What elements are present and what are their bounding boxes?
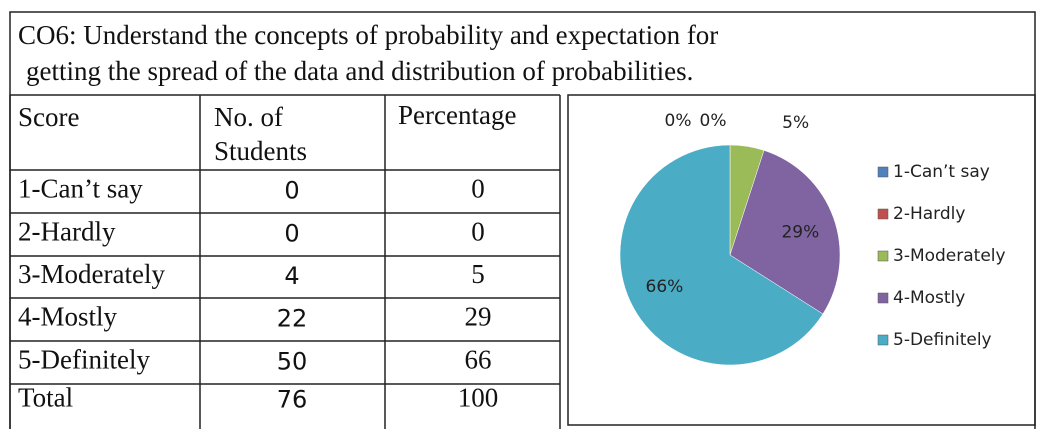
chart-box: [567, 94, 1036, 426]
header-cell: No. of Students: [214, 102, 307, 166]
legend-label: 2-Hardly: [893, 204, 965, 224]
legend-swatch: [877, 166, 889, 178]
percent-cell: 29: [465, 302, 492, 332]
legend-swatch: [877, 334, 889, 346]
count-cell: 4: [284, 262, 299, 290]
data-label: 0%: [665, 111, 692, 131]
count-cell: 0: [284, 220, 299, 248]
count-cell: 50: [277, 348, 308, 376]
count-cell: 0: [284, 177, 299, 205]
header-cell: Score: [18, 102, 79, 132]
legend-swatch: [877, 250, 889, 262]
count-cell: 76: [277, 386, 308, 414]
legend-label: 5-Definitely: [893, 330, 992, 350]
score-cell: 4-Mostly: [18, 302, 118, 332]
pie-slice: [619, 144, 824, 366]
percent-cell: 0: [471, 217, 485, 247]
percent-cell: 66: [465, 345, 492, 375]
title-line: getting the spread of the data and distr…: [26, 56, 693, 86]
percent-cell: 5: [471, 259, 485, 289]
legend-swatch: [877, 292, 889, 304]
score-cell: Total: [18, 383, 73, 413]
title-line: CO6: Understand the concepts of probabil…: [18, 20, 718, 50]
percent-cell: 100: [458, 383, 499, 413]
percent-cell: 0: [471, 174, 485, 204]
score-cell: 5-Definitely: [18, 345, 150, 375]
score-cell: 2-Hardly: [18, 217, 116, 247]
legend-label: 3-Moderately: [893, 246, 1006, 266]
legend-label: 4-Mostly: [893, 288, 965, 308]
legend-label: 1-Can’t say: [893, 162, 990, 182]
pie-slice: [729, 150, 841, 315]
count-cell: 22: [277, 305, 308, 333]
data-label: 66%: [646, 277, 684, 297]
header-cell: Percentage: [398, 100, 516, 130]
legend-swatch: [877, 208, 889, 220]
data-label: 29%: [781, 223, 819, 243]
score-cell: 3-Moderately: [18, 259, 165, 289]
data-label: 0%: [700, 111, 727, 131]
score-cell: 1-Can’t say: [18, 174, 143, 204]
data-label: 5%: [782, 113, 809, 133]
